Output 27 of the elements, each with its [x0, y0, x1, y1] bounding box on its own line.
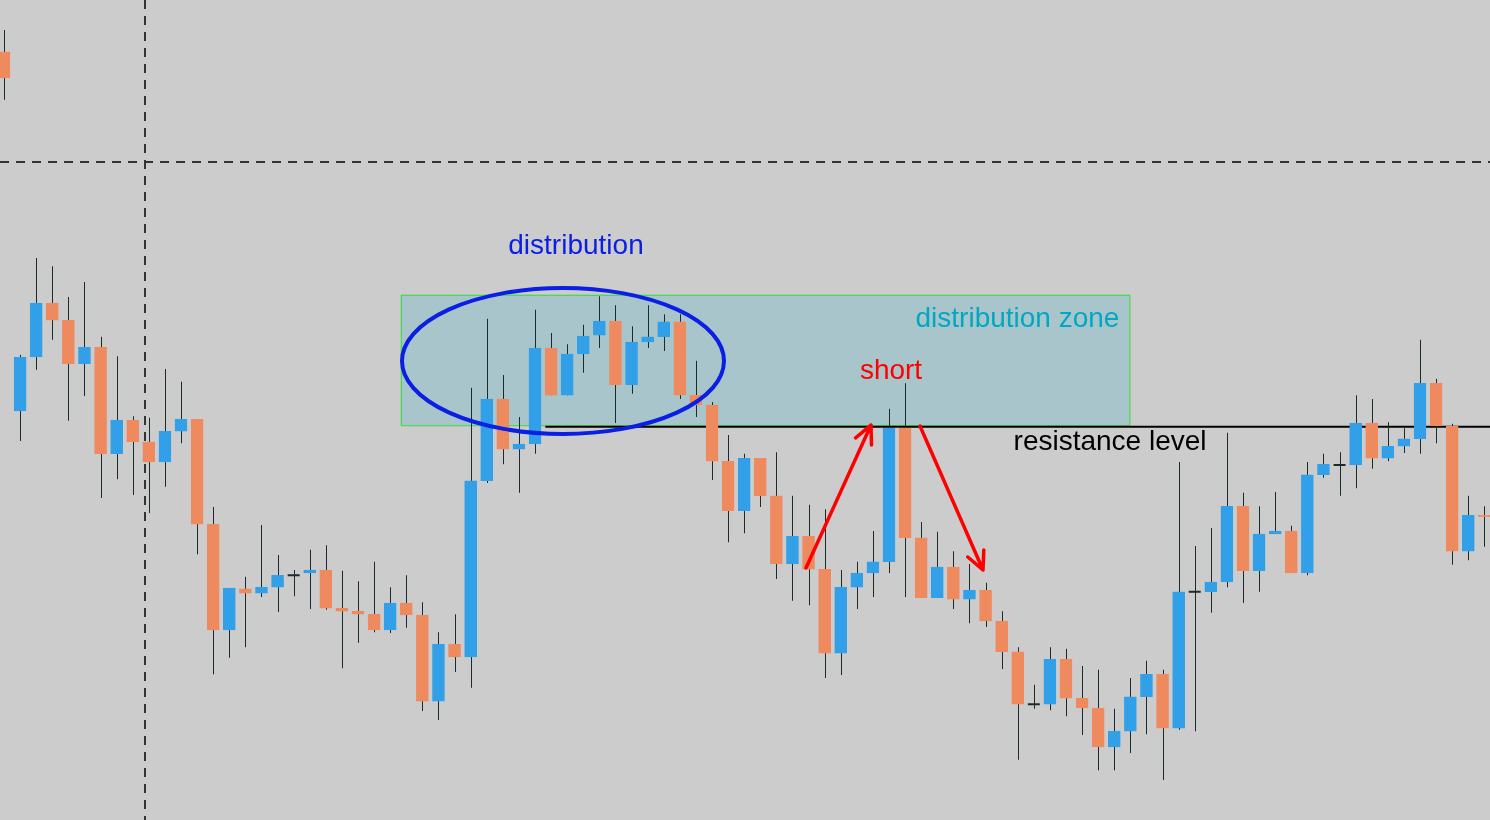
ref-line-label: resistance level	[1013, 425, 1207, 457]
annotation: short	[859, 353, 923, 385]
candlestick	[512, 416, 526, 494]
candlestick	[286, 569, 301, 597]
candlestick	[866, 530, 880, 598]
candlestick	[142, 417, 156, 514]
candlestick	[78, 281, 91, 397]
candlestick	[1026, 684, 1041, 710]
candlestick	[255, 524, 268, 598]
candlestick	[126, 415, 140, 496]
candlestick	[1332, 451, 1347, 497]
candlestick	[399, 574, 413, 629]
annotation: distribution	[508, 228, 644, 260]
candlestick	[367, 561, 381, 633]
candlestick	[351, 580, 365, 644]
candlestick	[1140, 660, 1153, 735]
candlestick	[335, 570, 349, 669]
band-label: distribution zone	[915, 302, 1120, 334]
candlestick	[641, 304, 654, 349]
candlestick	[1204, 527, 1218, 614]
candlestick	[239, 576, 252, 648]
candlestick	[1187, 545, 1202, 732]
candlestick	[448, 613, 461, 673]
candlestick	[1397, 427, 1411, 454]
candlestick	[271, 554, 284, 613]
candlestick	[174, 381, 188, 444]
candlestick	[963, 563, 976, 624]
